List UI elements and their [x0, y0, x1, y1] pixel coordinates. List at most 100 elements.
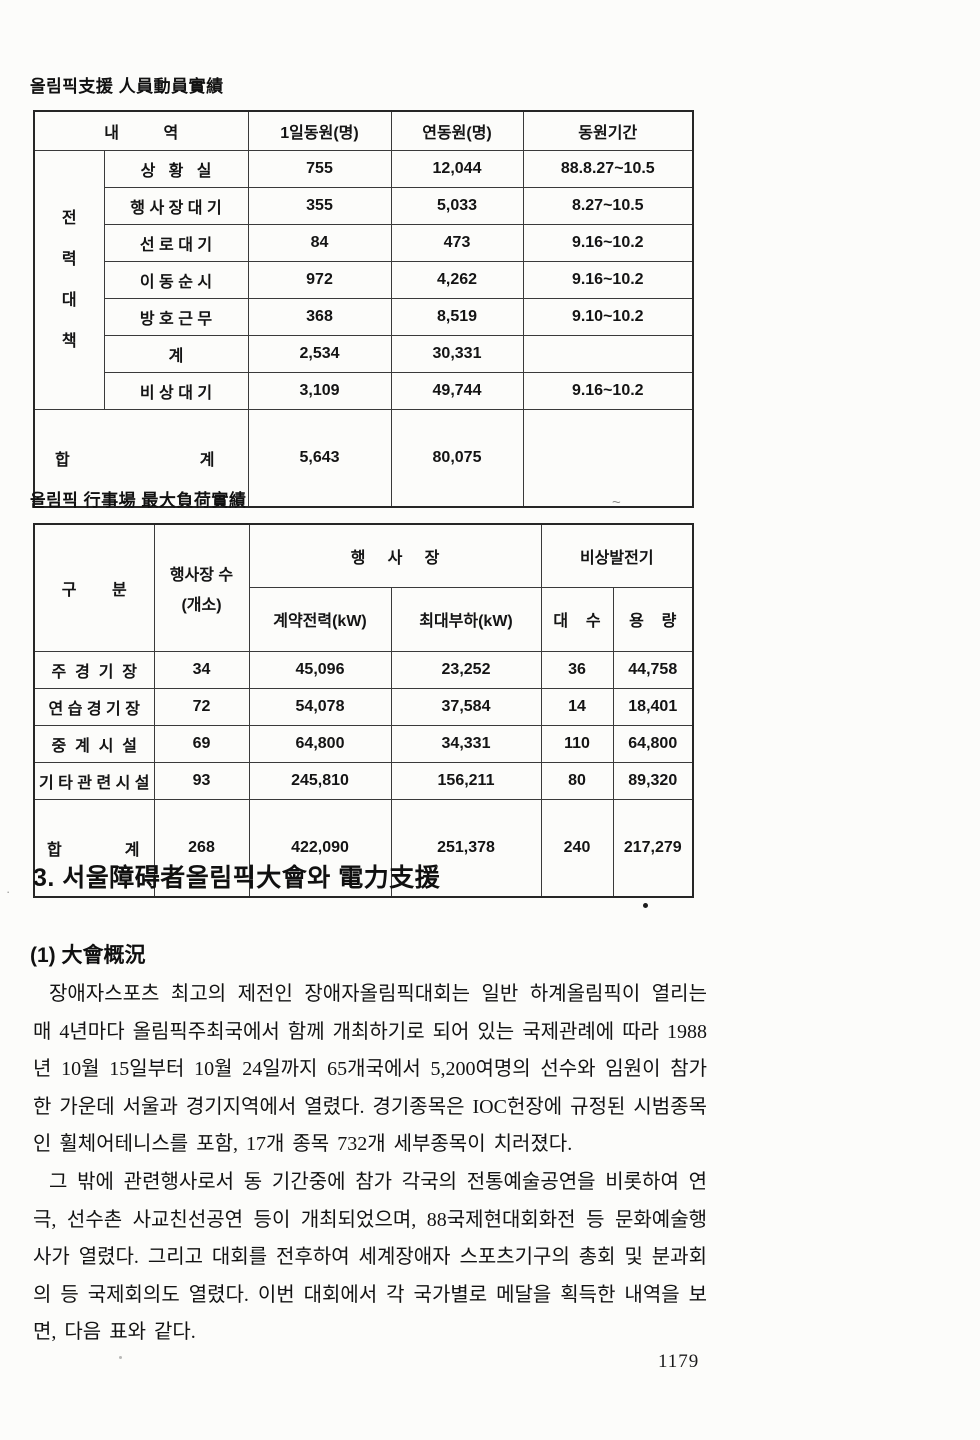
table-row: 연 습 경 기 장 72 54,078 37,584 14 18,401 [33, 688, 694, 726]
cell-capacity: 64,800 [612, 725, 694, 763]
body-text: 장애자스포츠 최고의 제전인 장애자올림픽대회는 일반 하계올림픽이 열리는 매… [33, 976, 707, 1352]
personnel-table: 내 역 1일동원(명) 연동원(명) 동원기간 전 력 대 책 상 황 실 75… [33, 110, 694, 508]
cell-units: 80 [540, 762, 614, 800]
cell-daily: 3,109 [247, 372, 392, 410]
scan-artifact-speck [119, 1356, 122, 1359]
cell-peak: 34,331 [390, 725, 542, 763]
table-row: 행 사 장 대 기 355 5,033 8.27~10.5 [34, 187, 694, 225]
cell-daily: 355 [247, 187, 392, 225]
header-category: 구 분 [33, 523, 155, 652]
group-label-char: 전 [61, 210, 77, 227]
cell-count: 34 [153, 651, 250, 689]
cell-total: 80,075 [390, 409, 524, 508]
cell-peak: 156,211 [390, 762, 542, 800]
paragraph: 장애자스포츠 최고의 제전인 장애자올림픽대회는 일반 하계올림픽이 열리는 매… [33, 983, 707, 1156]
paragraph: 그 밖에 관련행사로서 동 기간중에 참가 각국의 전통예술공연을 비롯하여 연… [33, 1170, 707, 1344]
total-label-right: 계 [124, 842, 140, 859]
cell-total: 5,033 [390, 187, 524, 225]
cell-capacity: 217,279 [612, 799, 694, 898]
cell-contract: 45,096 [248, 651, 392, 689]
total-label-right: 계 [199, 452, 215, 469]
scan-artifact-dot [643, 903, 648, 908]
cell-category: 연 습 경 기 장 [33, 688, 155, 726]
cell-period: 9.10~10.2 [522, 298, 694, 336]
header-daily: 1일동원(명) [247, 110, 392, 151]
cell-item: 방 호 근 무 [103, 298, 249, 336]
cell-peak: 251,378 [390, 799, 542, 898]
group-label-char: 력 [61, 251, 77, 268]
table-row: 비 상 대 기 3,109 49,744 9.16~10.2 [34, 372, 694, 410]
cell-total: 473 [390, 224, 524, 262]
cell-total: 4,262 [390, 261, 524, 299]
cell-total: 30,331 [390, 335, 524, 373]
header-group-generator: 비상발전기 [540, 523, 694, 588]
group-label-power-measures: 전 력 대 책 [33, 150, 105, 410]
cell-total: 12,044 [390, 150, 524, 188]
cell-contract: 64,800 [248, 725, 392, 763]
cell-grand-total-label: 합 계 [33, 799, 155, 898]
cell-total: 8,519 [390, 298, 524, 336]
table-row: 방 호 근 무 368 8,519 9.10~10.2 [34, 298, 694, 336]
header-venue-count: 행사장 수 (개소) [153, 523, 250, 652]
cell-count: 69 [153, 725, 250, 763]
load-table: 구 분 행사장 수 (개소) 행 사 장 비상발전기 계약전력(kW) 최대부하… [33, 523, 695, 898]
cell-contract: 54,078 [248, 688, 392, 726]
cell-units: 110 [540, 725, 614, 763]
table-row: 기 타 관 련 시 설 93 245,810 156,211 80 89,320 [33, 762, 694, 800]
header-period: 동원기간 [522, 110, 694, 151]
cell-item: 상 황 실 [103, 150, 249, 188]
cell-item: 계 [103, 335, 249, 373]
header-group-venue: 행 사 장 [248, 523, 542, 588]
cell-daily: 972 [247, 261, 392, 299]
cell-item: 선 로 대 기 [103, 224, 249, 262]
cell-units: 14 [540, 688, 614, 726]
cell-daily: 368 [247, 298, 392, 336]
cell-total: 49,744 [390, 372, 524, 410]
cell-contract: 245,810 [248, 762, 392, 800]
cell-daily: 84 [247, 224, 392, 262]
cell-peak: 37,584 [390, 688, 542, 726]
cell-period: 9.16~10.2 [522, 261, 694, 299]
table-row: 전 력 대 책 상 황 실 755 12,044 88.8.27~10.5 [33, 150, 694, 410]
table-row: 주 경 기 장 34 45,096 23,252 36 44,758 [33, 651, 694, 689]
group-label-char: 책 [61, 333, 77, 350]
cell-capacity: 89,320 [612, 762, 694, 800]
cell-period: 88.8.27~10.5 [522, 150, 694, 188]
cell-units: 36 [540, 651, 614, 689]
table-header-row: 계약전력(kW) 최대부하(kW) 대 수 용 량 [34, 586, 694, 653]
header-generator-units: 대 수 [540, 586, 614, 653]
cell-daily: 755 [247, 150, 392, 188]
cell-item: 이 동 순 시 [103, 261, 249, 299]
header-venue-count-line2: (개소) [181, 597, 222, 614]
cell-units: 240 [540, 799, 614, 898]
cell-contract: 422,090 [248, 799, 392, 898]
cell-grand-total-label: 합 계 [33, 409, 249, 508]
cell-count: 268 [153, 799, 250, 898]
header-venue-count-line1: 행사장 수 [169, 567, 234, 584]
group-label-char: 대 [61, 292, 77, 309]
table-row: 중 계 시 설 69 64,800 34,331 110 64,800 [33, 725, 694, 763]
total-label-left: 합 [47, 842, 62, 859]
table-total-row: 합 계 5,643 80,075 [33, 409, 694, 508]
cell-item: 행 사 장 대 기 [103, 187, 249, 225]
header-peak-load: 최대부하(kW) [390, 586, 542, 653]
cell-daily: 5,643 [247, 409, 392, 508]
cell-peak: 23,252 [390, 651, 542, 689]
cell-period: 8.27~10.5 [522, 187, 694, 225]
cell-count: 72 [153, 688, 250, 726]
cell-count: 93 [153, 762, 250, 800]
cell-capacity: 18,401 [612, 688, 694, 726]
scan-artifact-speck: · [6, 884, 11, 899]
subsection-heading: (1) 大會概況 [30, 944, 146, 967]
total-label-left: 합 [55, 452, 70, 469]
cell-category: 기 타 관 련 시 설 [33, 762, 155, 800]
table-header-row: 내 역 1일동원(명) 연동원(명) 동원기간 [33, 110, 694, 151]
table-total-row: 합 계 268 422,090 251,378 240 217,279 [33, 799, 694, 898]
cell-category: 주 경 기 장 [33, 651, 155, 689]
cell-daily: 2,534 [247, 335, 392, 373]
table-row: 계 2,534 30,331 [34, 335, 694, 373]
load-table-title: 올림픽 行事場 最大負荷實績 [30, 491, 247, 510]
table-row: 이 동 순 시 972 4,262 9.16~10.2 [34, 261, 694, 299]
cell-period [522, 409, 694, 508]
